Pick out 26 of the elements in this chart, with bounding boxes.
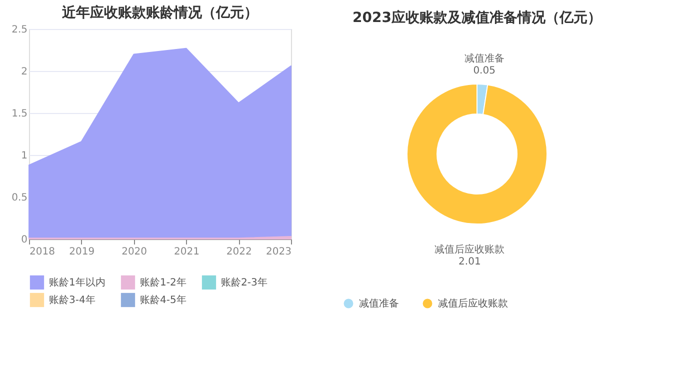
legend-label: 减值准备	[359, 298, 399, 310]
x-tick-label: 2019	[69, 246, 95, 258]
x-tick-label: 2023	[266, 246, 292, 258]
y-tick-label: 2	[21, 66, 28, 78]
y-tick-label: 1	[21, 150, 28, 162]
legend-label: 账龄2-3年	[221, 276, 268, 288]
y-tick-label: 1.5	[12, 108, 28, 120]
legend-label: 账龄3-4年	[49, 294, 96, 306]
chart-title: 2023应收账款及减值准备情况（亿元）	[352, 9, 602, 26]
y-tick-label: 0	[21, 234, 28, 246]
y-tick-label: 2.5	[12, 24, 28, 36]
data-label: 0.05	[473, 65, 496, 76]
legend-label: 账龄1年以内	[49, 276, 106, 288]
y-tick-label: 0.5	[12, 192, 28, 204]
x-tick-label: 2018	[30, 246, 55, 258]
x-tick-label: 2020	[122, 246, 148, 258]
slice-label: 减值后应收账款	[434, 244, 505, 256]
data-label: 2.01	[458, 256, 481, 268]
legend-label: 减值后应收账款	[438, 298, 508, 310]
x-tick-label: 2021	[174, 246, 200, 258]
slice-label: 减值准备	[464, 52, 504, 64]
legend-label: 账龄1-2年	[140, 276, 186, 288]
donut-slice	[406, 84, 548, 224]
legend-label: 账龄4-5年	[140, 294, 186, 306]
x-tick-label: 2022	[226, 246, 252, 258]
chart-title: 近年应收账款账龄情况（亿元）	[61, 4, 258, 21]
